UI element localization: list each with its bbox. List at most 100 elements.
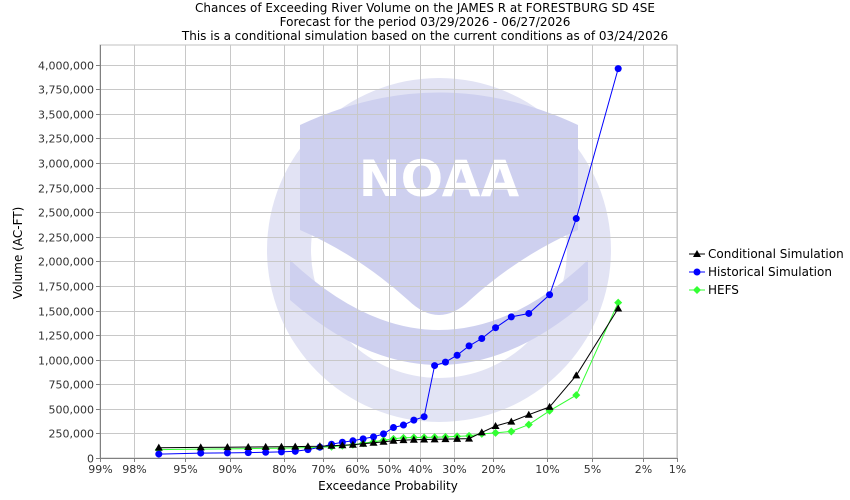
legend-label-hefs: HEFS [708, 283, 739, 297]
x-tick-label: 60% [345, 463, 369, 476]
y-tick-label: 1,000,000 [38, 355, 94, 368]
x-tick-label: 2% [635, 463, 652, 476]
x-tick-label: 70% [311, 463, 335, 476]
data-point-historical-simulation [465, 342, 473, 350]
legend: Conditional Simulation Historical Simulat… [689, 247, 844, 297]
data-point-conditional-simulation [399, 436, 408, 444]
data-point-conditional-simulation [572, 371, 581, 379]
data-point-conditional-simulation [477, 428, 486, 436]
data-point-conditional-simulation [491, 422, 500, 430]
x-tick-label: 20% [481, 463, 505, 476]
data-point-hefs [572, 391, 581, 400]
y-tick-label: 500,000 [49, 404, 95, 417]
x-tick-label: 10% [535, 463, 559, 476]
data-point-conditional-simulation [154, 443, 163, 451]
x-tick-label: 99% [88, 463, 112, 476]
data-point-historical-simulation [453, 351, 461, 359]
data-point-conditional-simulation [453, 434, 462, 442]
data-point-historical-simulation [399, 421, 407, 429]
legend-marker-conditional-simulation [693, 250, 701, 257]
x-axis-label: Exceedance Probability [318, 479, 458, 493]
data-point-conditional-simulation [244, 442, 253, 450]
data-point-historical-simulation [277, 448, 285, 456]
series-historical-simulation [155, 65, 622, 458]
series-conditional-simulation [154, 304, 623, 451]
x-tick-label: 5% [584, 463, 601, 476]
legend-marker-historical-simulation [693, 268, 701, 276]
x-tick-label: 80% [272, 463, 296, 476]
data-point-hefs [524, 420, 533, 429]
data-point-conditional-simulation [507, 417, 516, 425]
data-point-historical-simulation [420, 413, 428, 421]
y-tick-label: 3,500,000 [38, 109, 94, 122]
x-tick-label: 30% [442, 463, 466, 476]
y-tick-label: 1,500,000 [38, 306, 94, 319]
data-point-conditional-simulation [524, 410, 533, 418]
y-tick-label: 2,750,000 [38, 183, 94, 196]
legend-marker-hefs [693, 286, 701, 294]
data-point-historical-simulation [478, 335, 486, 343]
data-point-historical-simulation [380, 430, 388, 438]
data-point-conditional-simulation [359, 439, 368, 447]
data-point-conditional-simulation [614, 304, 623, 312]
data-point-conditional-simulation [327, 441, 336, 449]
series-line-conditional-simulation [158, 308, 619, 449]
data-point-conditional-simulation [291, 442, 300, 450]
data-point-conditional-simulation [277, 442, 286, 450]
data-point-conditional-simulation [389, 436, 398, 444]
y-tick-label: 2,250,000 [38, 232, 94, 245]
data-point-conditional-simulation [465, 434, 474, 442]
data-point-historical-simulation [155, 450, 163, 458]
x-tick-label: 1% [669, 463, 686, 476]
y-tick-label: 2,500,000 [38, 207, 94, 220]
data-point-conditional-simulation [315, 442, 324, 450]
chart-subtitle-forecast-period: Forecast for the period 03/29/2026 - 06/… [279, 15, 571, 29]
data-point-conditional-simulation [338, 441, 347, 449]
data-point-historical-simulation [223, 449, 231, 457]
data-point-historical-simulation [370, 433, 378, 441]
data-point-conditional-simulation [348, 440, 357, 448]
legend-label-historical-simulation: Historical Simulation [708, 265, 832, 279]
chart-subtitle-conditions: This is a conditional simulation based o… [181, 29, 669, 43]
y-axis-label: Volume (AC-FT) [11, 207, 25, 300]
data-point-conditional-simulation [261, 442, 270, 450]
y-tick-label: 2,000,000 [38, 256, 94, 269]
y-tick-label: 250,000 [49, 428, 95, 441]
data-point-historical-simulation [410, 416, 418, 424]
axes: 0 250,000 500,000 750,000 1,000,000 1,250,000… [38, 45, 686, 476]
watermark-text: NOAA [359, 150, 520, 208]
y-tick-label: 0 [87, 453, 94, 466]
x-tick-label: 50% [377, 463, 401, 476]
data-point-conditional-simulation [196, 443, 205, 451]
y-tick-label: 1,750,000 [38, 281, 94, 294]
data-point-conditional-simulation [303, 442, 312, 450]
data-point-historical-simulation [525, 309, 533, 317]
y-tick-label: 1,250,000 [38, 330, 94, 343]
data-point-historical-simulation [507, 313, 515, 321]
data-point-conditional-simulation [545, 402, 554, 410]
data-point-historical-simulation [441, 358, 449, 366]
data-point-historical-simulation [572, 215, 580, 223]
data-point-historical-simulation [359, 435, 367, 443]
data-point-historical-simulation [197, 449, 205, 457]
noaa-watermark-logo: NOAA [267, 78, 611, 422]
data-point-conditional-simulation [369, 438, 378, 446]
data-point-conditional-simulation [409, 435, 418, 443]
data-point-historical-simulation [262, 448, 270, 456]
y-tick-label: 750,000 [49, 379, 95, 392]
data-point-historical-simulation [614, 65, 622, 73]
data-point-historical-simulation [431, 362, 439, 370]
y-tick-label: 3,750,000 [38, 84, 94, 97]
data-point-conditional-simulation [420, 435, 429, 443]
x-tick-label: 98% [122, 463, 146, 476]
data-point-conditional-simulation [441, 435, 450, 443]
data-point-conditional-simulation [430, 435, 439, 443]
y-tick-label: 4,000,000 [38, 60, 94, 73]
data-point-historical-simulation [244, 449, 252, 457]
data-point-historical-simulation [546, 291, 554, 299]
data-point-historical-simulation [389, 424, 397, 432]
data-point-hefs [491, 428, 500, 437]
data-point-hefs [614, 298, 623, 307]
